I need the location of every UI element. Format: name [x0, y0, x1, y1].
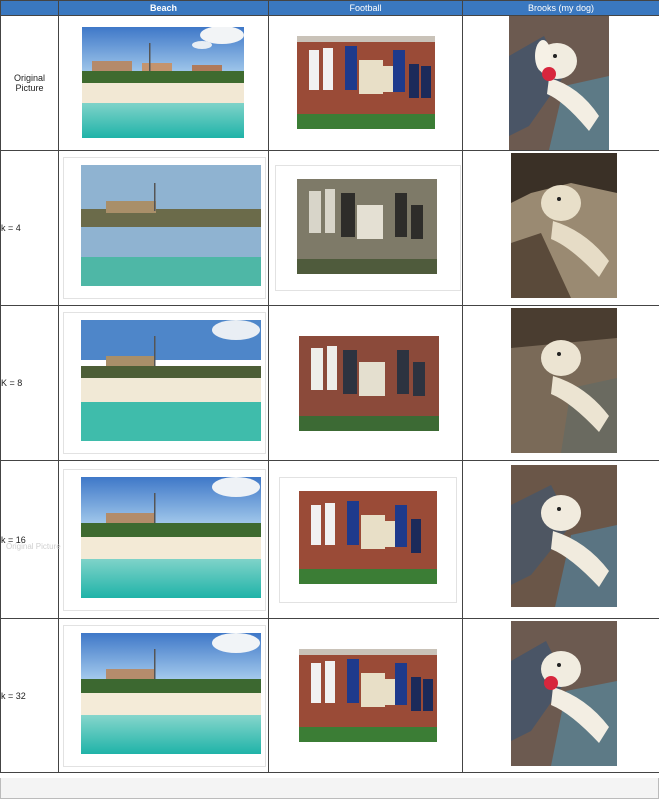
dog-k8-cell	[462, 305, 659, 461]
dog-original-image	[509, 16, 609, 150]
football-k4-image	[297, 179, 437, 274]
dog-k16-cell	[462, 460, 659, 619]
football-k32-cell	[268, 618, 463, 773]
dog-original-cell	[462, 15, 659, 151]
dog-k32-cell	[462, 618, 659, 773]
table-row: k = 32	[0, 618, 659, 773]
football-k16-image	[299, 491, 437, 584]
beach-k16-cell	[58, 460, 269, 619]
beach-k8-cell	[58, 305, 269, 461]
beach-original-cell	[58, 15, 269, 151]
beach-k32-image	[81, 633, 261, 754]
beach-k16-image	[81, 477, 261, 598]
beach-k32-cell	[58, 618, 269, 773]
column-header-football: Football	[268, 0, 463, 16]
ghost-text: Original Picture	[6, 542, 61, 551]
football-k32-image	[299, 649, 437, 742]
row-label: k = 32	[0, 618, 59, 773]
table-row: k = 4	[0, 150, 659, 306]
row-label: Original Picture	[0, 15, 59, 151]
beach-original-image	[82, 27, 244, 138]
football-k8-cell	[268, 305, 463, 461]
row-label: k = 16	[0, 460, 59, 619]
football-original-cell	[268, 15, 463, 151]
column-header-dog: Brooks (my dog)	[462, 0, 659, 16]
table-row: K = 8	[0, 305, 659, 461]
football-original-image	[297, 36, 435, 129]
row-label: k = 4	[0, 150, 59, 306]
dog-k16-image	[511, 465, 617, 607]
beach-k4-cell	[58, 150, 269, 306]
beach-k8-image	[81, 320, 261, 441]
dog-k4-cell	[462, 150, 659, 306]
row-label: K = 8	[0, 305, 59, 461]
dog-k8-image	[511, 308, 617, 453]
football-k4-cell	[268, 150, 463, 306]
bottom-strip	[0, 778, 659, 799]
beach-k4-image	[81, 165, 261, 286]
football-k8-image	[299, 336, 439, 431]
dog-k32-image	[511, 621, 617, 766]
column-header-beach: Beach	[58, 0, 269, 16]
table-row: k = 16	[0, 460, 659, 619]
table-row: Original Picture	[0, 15, 659, 151]
dog-k4-image	[511, 153, 617, 298]
comparison-table: Beach Football Brooks (my dog) Original …	[0, 0, 659, 773]
football-k16-cell	[268, 460, 463, 619]
header-corner	[0, 0, 59, 16]
